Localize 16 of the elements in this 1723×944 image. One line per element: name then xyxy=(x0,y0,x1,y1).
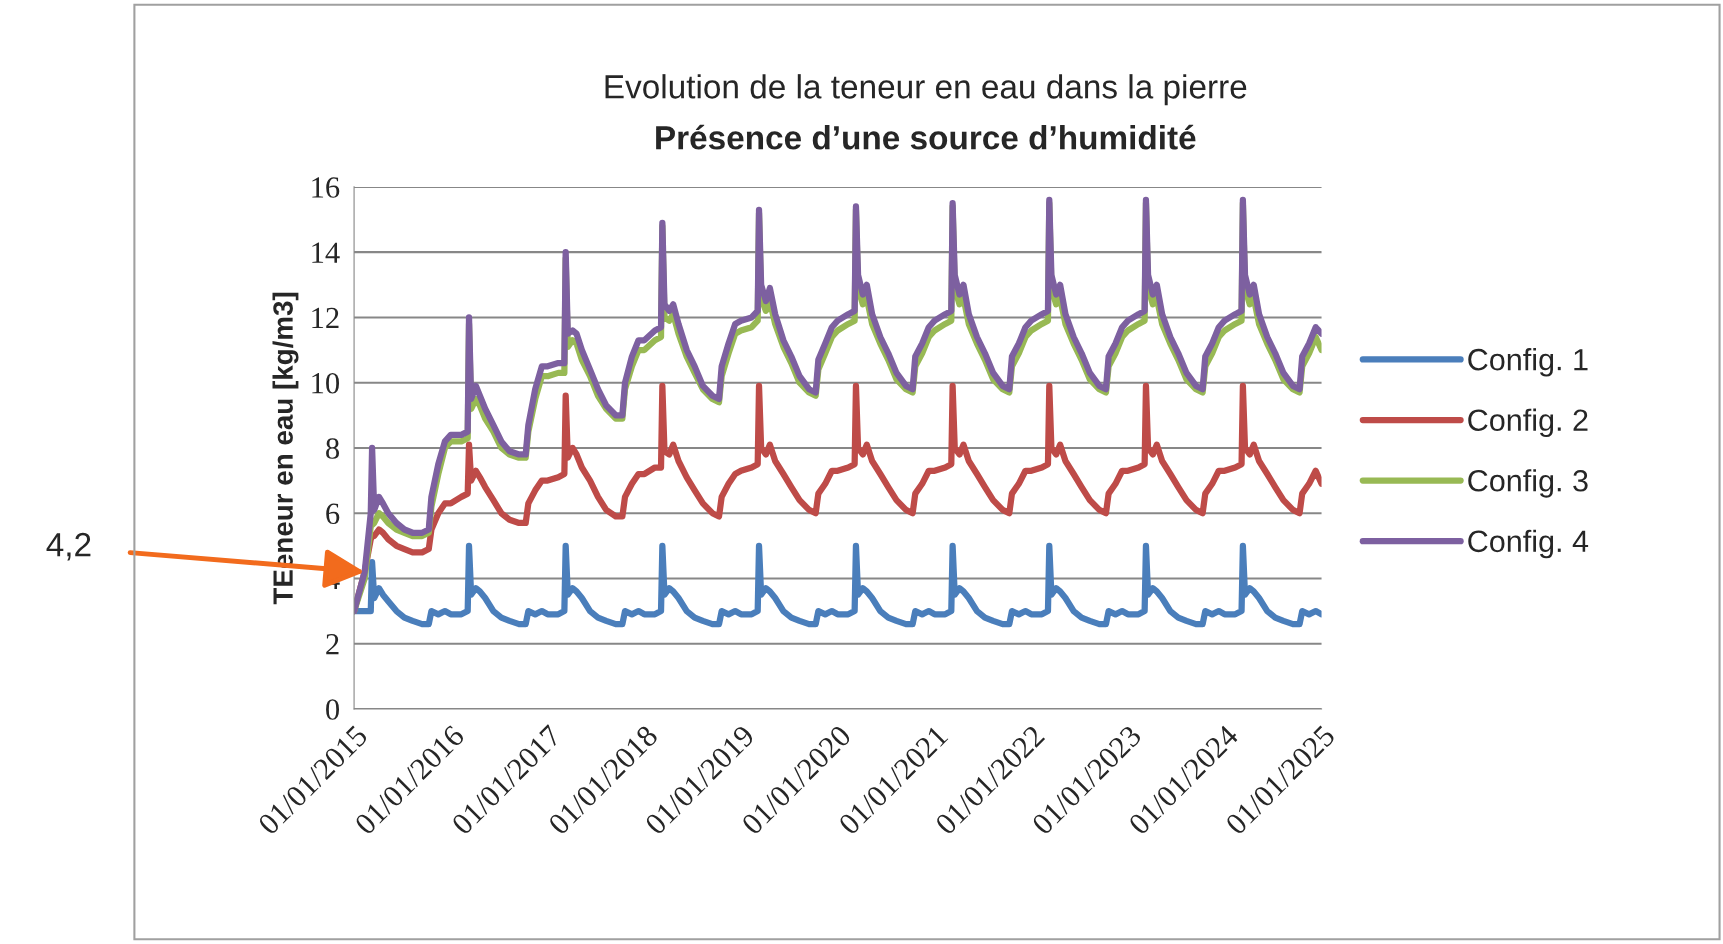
legend-label: Config. 4 xyxy=(1468,529,1589,559)
y-tick-label: 16 xyxy=(312,177,340,198)
legend-label: Config. 3 xyxy=(1468,469,1588,498)
y-tick-label: 2 xyxy=(326,634,339,655)
y-tick-label: 14 xyxy=(312,242,340,263)
chart-title: Evolution de la teneur en eau dans la pierre xyxy=(605,74,1247,106)
legend-label: Config. 1 xyxy=(1468,348,1588,377)
y-tick-label: 12 xyxy=(312,307,339,329)
y-axis-title: TEeneur en eau [kg/m3] xyxy=(272,292,299,605)
y-tick-label: 10 xyxy=(312,372,340,394)
legend-label: Config. 2 xyxy=(1468,408,1588,438)
y-tick-label: 0 xyxy=(326,699,340,720)
annotation: 4,2 xyxy=(46,532,91,561)
y-tick-label: 6 xyxy=(326,503,340,525)
y-tick-label: 8 xyxy=(326,438,340,459)
chart-subtitle: Présence d’une source d’humidité xyxy=(656,124,1196,150)
